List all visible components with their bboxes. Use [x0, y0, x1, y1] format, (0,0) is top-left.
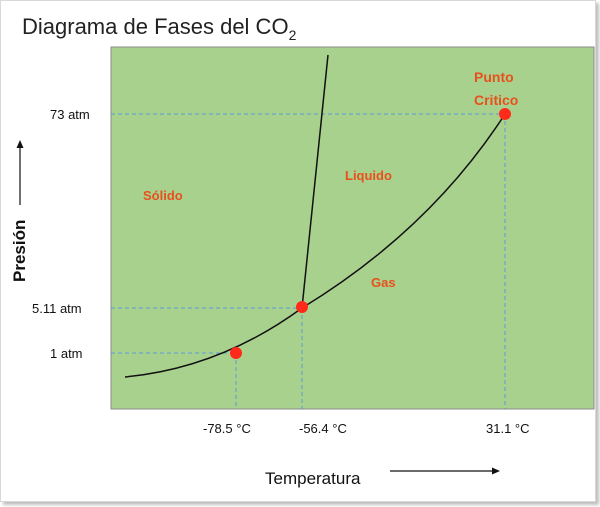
- x-tick-label: -56.4 °C: [299, 421, 347, 436]
- x-tick-label: 31.1 °C: [486, 421, 530, 436]
- region-liquid-label: Liquido: [345, 168, 392, 183]
- sublimation-curve: [124, 307, 303, 378]
- y-arrow-icon: [16, 140, 24, 205]
- title-subscript: 2: [289, 27, 297, 43]
- critical-label-line1: Punto: [474, 69, 514, 85]
- region-solid-label: Sólido: [143, 188, 183, 203]
- point-1atm-marker: [230, 347, 242, 359]
- y-axis-title: Presión: [10, 220, 29, 282]
- y-tick-label: 1 atm: [50, 346, 83, 361]
- triple-point-marker: [296, 301, 308, 313]
- y-tick-label: 5.11 atm: [32, 301, 82, 316]
- title-main: Diagrama de Fases del CO: [22, 14, 289, 39]
- critical-label-line2: Critico: [474, 92, 518, 108]
- y-tick-label: 73 atm: [50, 107, 90, 122]
- melting-curve: [301, 54, 329, 309]
- critical-point-marker: [499, 108, 511, 120]
- vaporization-curve: [301, 113, 506, 309]
- x-arrow-icon: [390, 467, 500, 475]
- guide-lines: [111, 113, 506, 409]
- plot-area: [110, 46, 595, 410]
- x-tick-label: -78.5 °C: [203, 421, 251, 436]
- phase-curves: [124, 54, 506, 378]
- x-axis-title: Temperatura: [265, 469, 361, 488]
- page-title: Diagrama de Fases del CO2: [22, 14, 297, 43]
- region-gas-label: Gas: [371, 275, 396, 290]
